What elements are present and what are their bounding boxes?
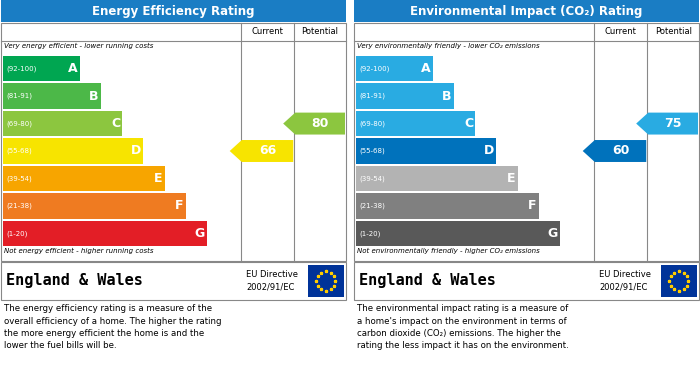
Bar (356, 56, 433, 81)
Text: A: A (421, 62, 430, 75)
Text: (92-100): (92-100) (359, 65, 389, 72)
Bar (354, 262, 699, 300)
Text: Very environmentally friendly - lower CO₂ emissions: Very environmentally friendly - lower CO… (357, 43, 540, 49)
Bar (3, 193, 186, 219)
Text: (92-100): (92-100) (6, 65, 36, 72)
Text: England & Wales: England & Wales (6, 273, 143, 289)
Text: Energy Efficiency Rating: Energy Efficiency Rating (92, 5, 255, 18)
Text: B: B (90, 90, 99, 103)
Text: E: E (154, 172, 162, 185)
Polygon shape (284, 113, 345, 135)
Bar (3, 111, 122, 136)
Text: 2002/91/EC: 2002/91/EC (246, 283, 294, 292)
Bar (356, 111, 475, 136)
Text: (81-91): (81-91) (6, 93, 32, 99)
Text: Potential: Potential (302, 27, 339, 36)
Text: 60: 60 (612, 145, 629, 158)
Polygon shape (636, 113, 698, 135)
Text: (55-68): (55-68) (359, 148, 385, 154)
Bar (661, 265, 697, 297)
Text: (39-54): (39-54) (359, 175, 385, 182)
Bar (354, 0, 699, 22)
Bar (1, 23, 346, 261)
Text: (55-68): (55-68) (6, 148, 32, 154)
Text: (1-20): (1-20) (359, 230, 380, 237)
Text: Current: Current (605, 27, 636, 36)
Text: EU Directive: EU Directive (246, 270, 298, 279)
Text: G: G (547, 227, 558, 240)
Text: The environmental impact rating is a measure of
a home's impact on the environme: The environmental impact rating is a mea… (357, 304, 568, 350)
Bar (3, 221, 207, 246)
Text: C: C (111, 117, 120, 130)
Polygon shape (582, 140, 646, 162)
Text: Not environmentally friendly - higher CO₂ emissions: Not environmentally friendly - higher CO… (357, 248, 540, 254)
Bar (1, 262, 346, 300)
Bar (3, 138, 144, 164)
Text: (21-38): (21-38) (359, 203, 385, 209)
Bar (354, 23, 699, 261)
Bar (3, 83, 101, 109)
Text: Very energy efficient - lower running costs: Very energy efficient - lower running co… (4, 43, 153, 49)
Text: 66: 66 (259, 145, 276, 158)
Bar (356, 138, 496, 164)
Text: (69-80): (69-80) (6, 120, 32, 127)
Text: EU Directive: EU Directive (599, 270, 651, 279)
Text: C: C (464, 117, 473, 130)
Text: D: D (484, 145, 494, 158)
Bar (3, 166, 164, 191)
Bar (308, 265, 344, 297)
Bar (1, 0, 346, 22)
Text: 75: 75 (664, 117, 682, 130)
Text: (69-80): (69-80) (359, 120, 385, 127)
Text: 80: 80 (312, 117, 329, 130)
Text: F: F (528, 199, 537, 212)
Bar (356, 193, 539, 219)
Text: England & Wales: England & Wales (359, 273, 496, 289)
Polygon shape (230, 140, 293, 162)
Text: Potential: Potential (654, 27, 692, 36)
Bar (356, 221, 560, 246)
Text: E: E (507, 172, 515, 185)
Text: F: F (175, 199, 183, 212)
Bar (356, 83, 454, 109)
Text: Not energy efficient - higher running costs: Not energy efficient - higher running co… (4, 248, 153, 254)
Bar (3, 56, 80, 81)
Bar (356, 166, 517, 191)
Text: (39-54): (39-54) (6, 175, 32, 182)
Text: (81-91): (81-91) (359, 93, 385, 99)
Text: G: G (195, 227, 205, 240)
Text: 2002/91/EC: 2002/91/EC (599, 283, 648, 292)
Text: (21-38): (21-38) (6, 203, 32, 209)
Text: Current: Current (251, 27, 284, 36)
Text: (1-20): (1-20) (6, 230, 27, 237)
Text: The energy efficiency rating is a measure of the
overall efficiency of a home. T: The energy efficiency rating is a measur… (4, 304, 221, 350)
Text: B: B (442, 90, 452, 103)
Text: D: D (131, 145, 141, 158)
Text: A: A (68, 62, 78, 75)
Text: Environmental Impact (CO₂) Rating: Environmental Impact (CO₂) Rating (410, 5, 643, 18)
